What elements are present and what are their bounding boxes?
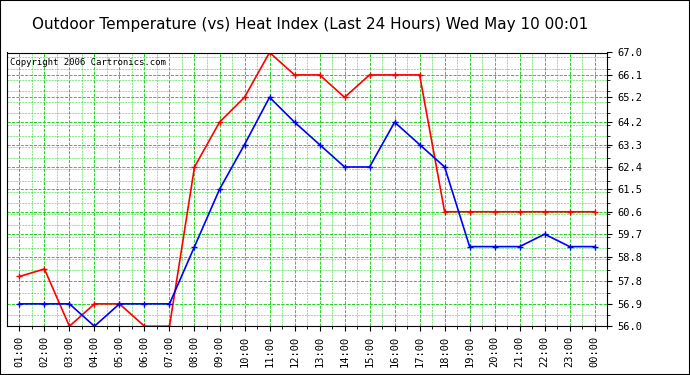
- Text: Outdoor Temperature (vs) Heat Index (Last 24 Hours) Wed May 10 00:01: Outdoor Temperature (vs) Heat Index (Las…: [32, 17, 589, 32]
- Text: Copyright 2006 Cartronics.com: Copyright 2006 Cartronics.com: [10, 58, 166, 67]
